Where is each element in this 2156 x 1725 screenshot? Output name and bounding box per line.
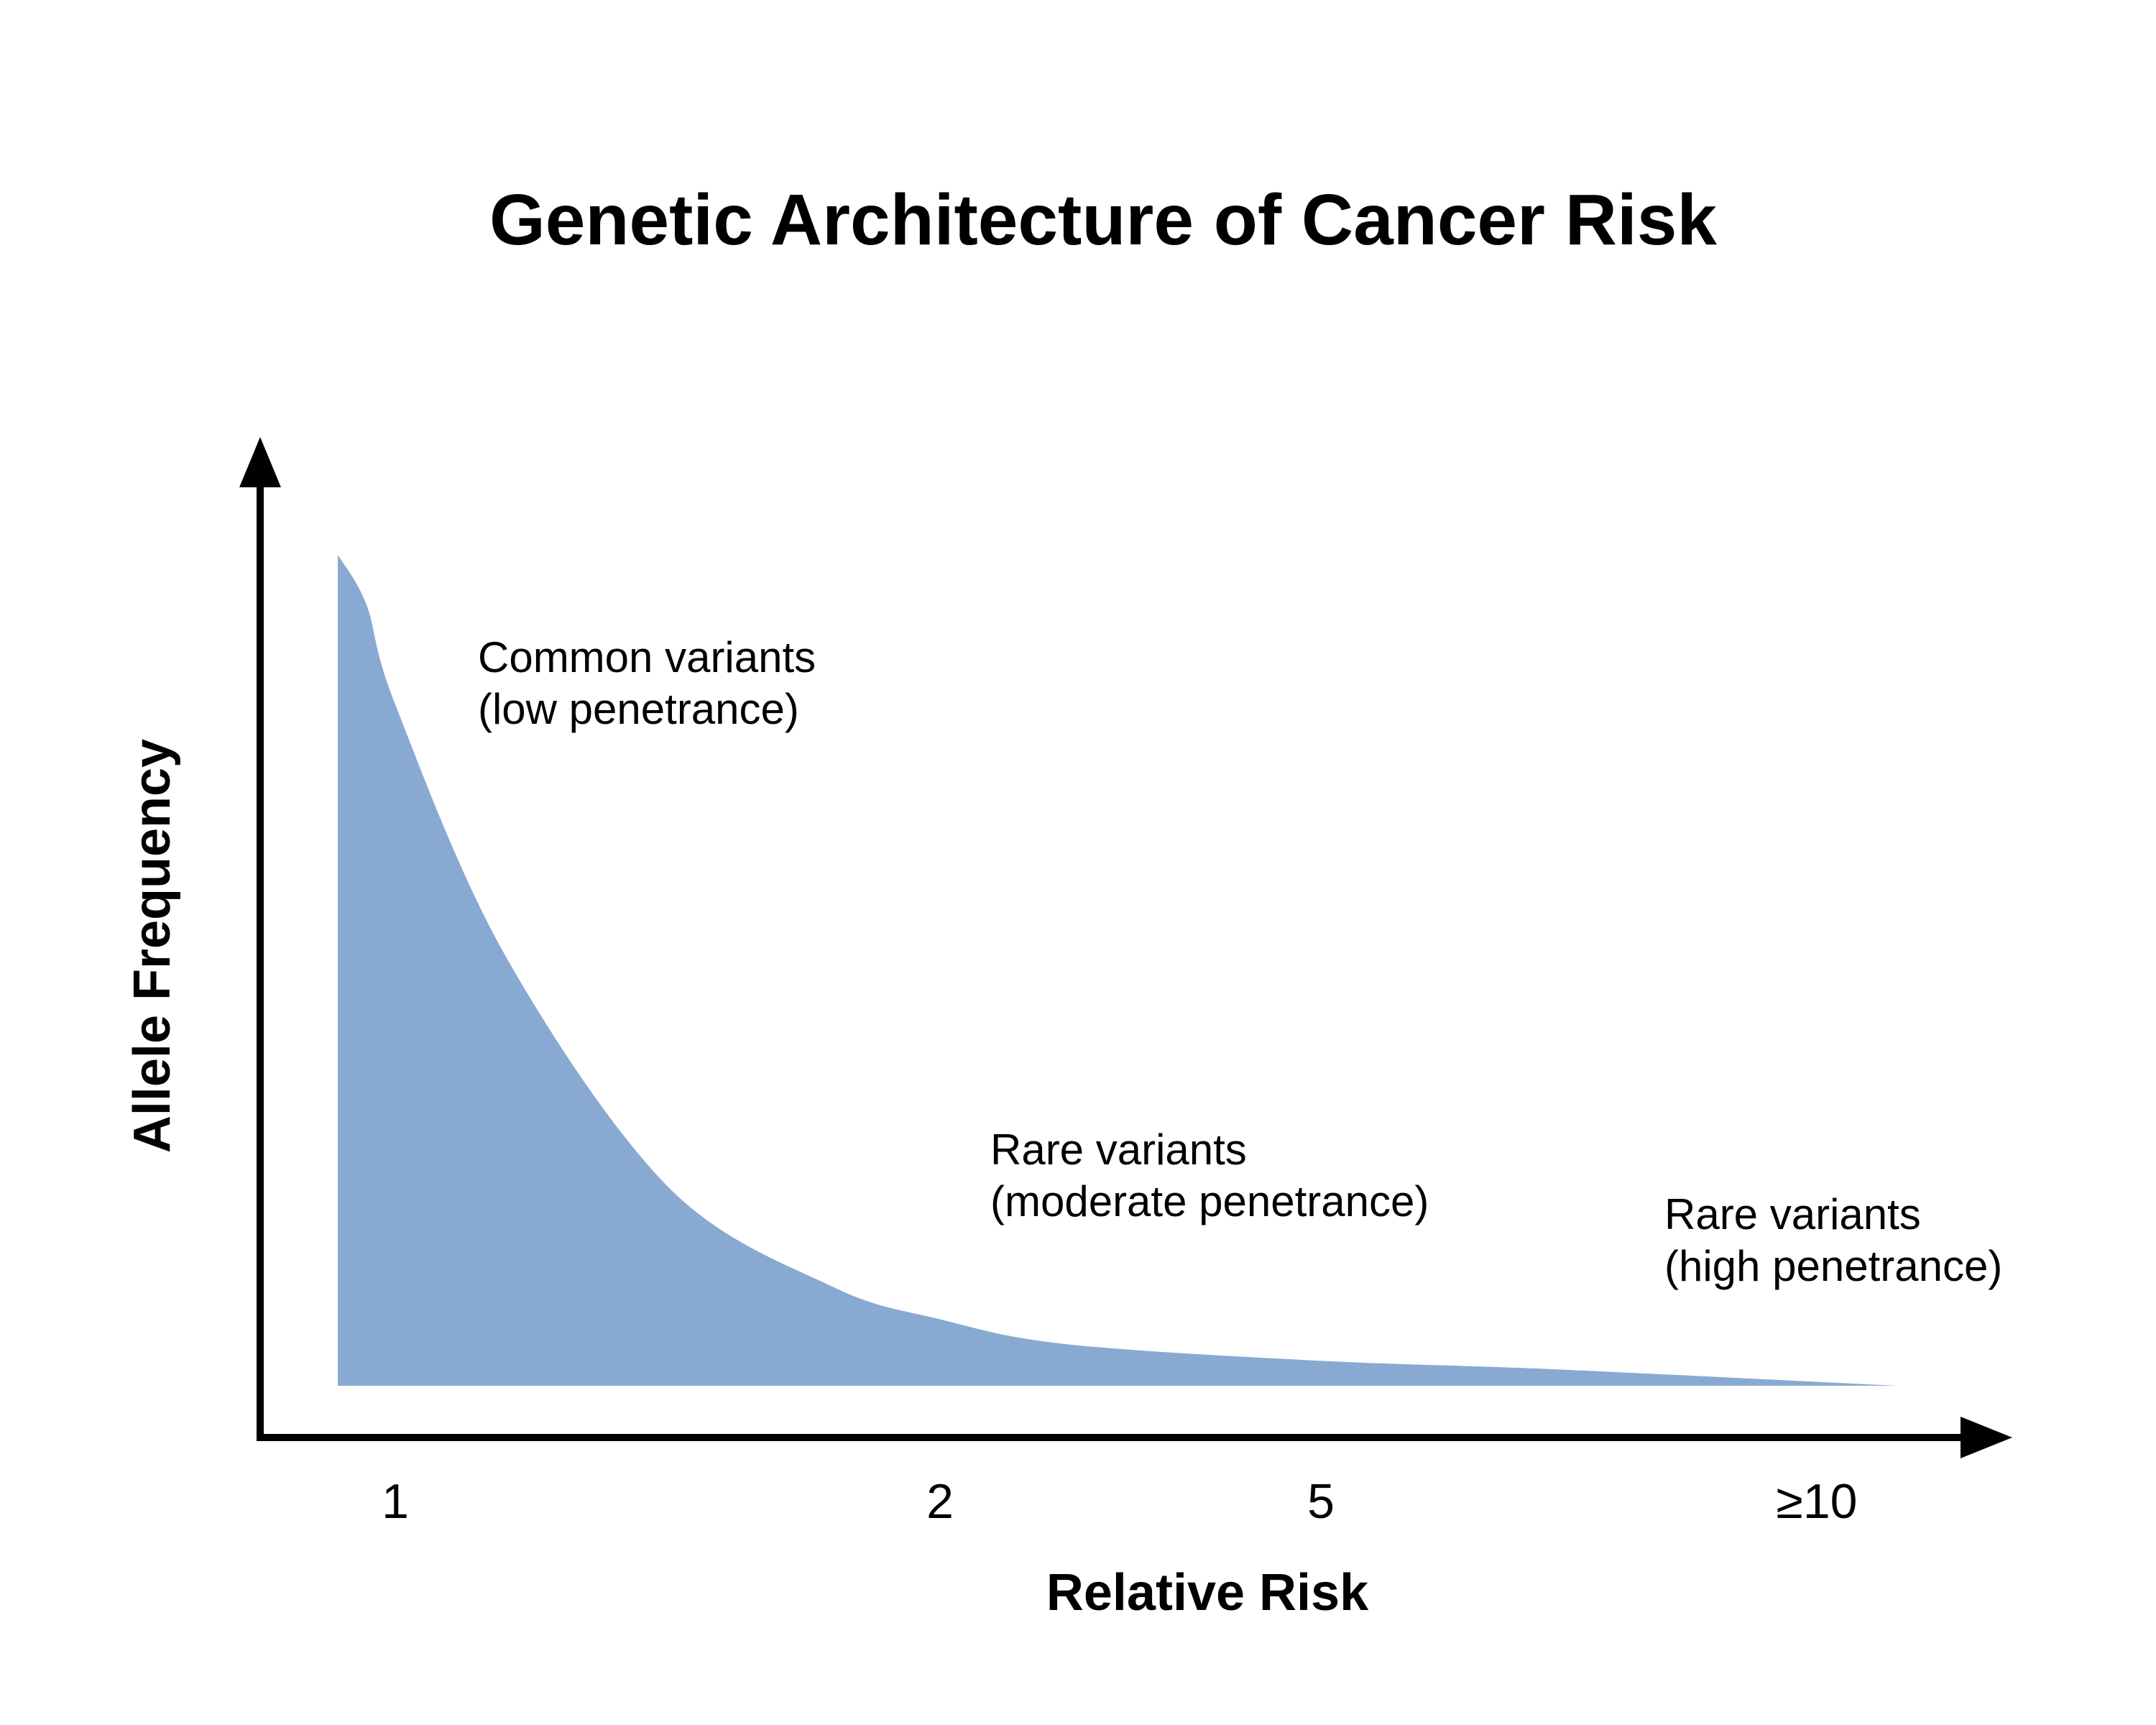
y-axis-arrow-icon [239, 437, 281, 487]
annotation-rare-high: Rare variants (high penetrance) [1664, 1190, 2002, 1290]
x-tick-label: 1 [382, 1474, 409, 1529]
annotation-common-variants: Common variants (low penetrance) [478, 633, 828, 733]
x-axis-arrow-icon [1961, 1417, 2012, 1458]
area-series-allele-frequency [338, 555, 1896, 1386]
y-axis-label: Allele Frequency [124, 739, 181, 1153]
x-tick-label: 5 [1307, 1474, 1335, 1529]
chart-title: Genetic Architecture of Cancer Risk [489, 180, 1717, 260]
annotation-line: (moderate penetrance) [990, 1177, 1429, 1225]
annotation-line: Common variants [478, 633, 816, 681]
annotation-line: (low penetrance) [478, 685, 799, 733]
annotation-line: (high penetrance) [1664, 1242, 2002, 1290]
x-tick-label: 2 [926, 1474, 954, 1529]
x-axis-label: Relative Risk [1046, 1564, 1369, 1622]
annotation-rare-moderate: Rare variants (moderate penetrance) [990, 1126, 1429, 1225]
annotation-line: Rare variants [1664, 1190, 1921, 1238]
x-tick-label: ≥10 [1777, 1474, 1858, 1529]
annotation-line: Rare variants [990, 1126, 1247, 1174]
